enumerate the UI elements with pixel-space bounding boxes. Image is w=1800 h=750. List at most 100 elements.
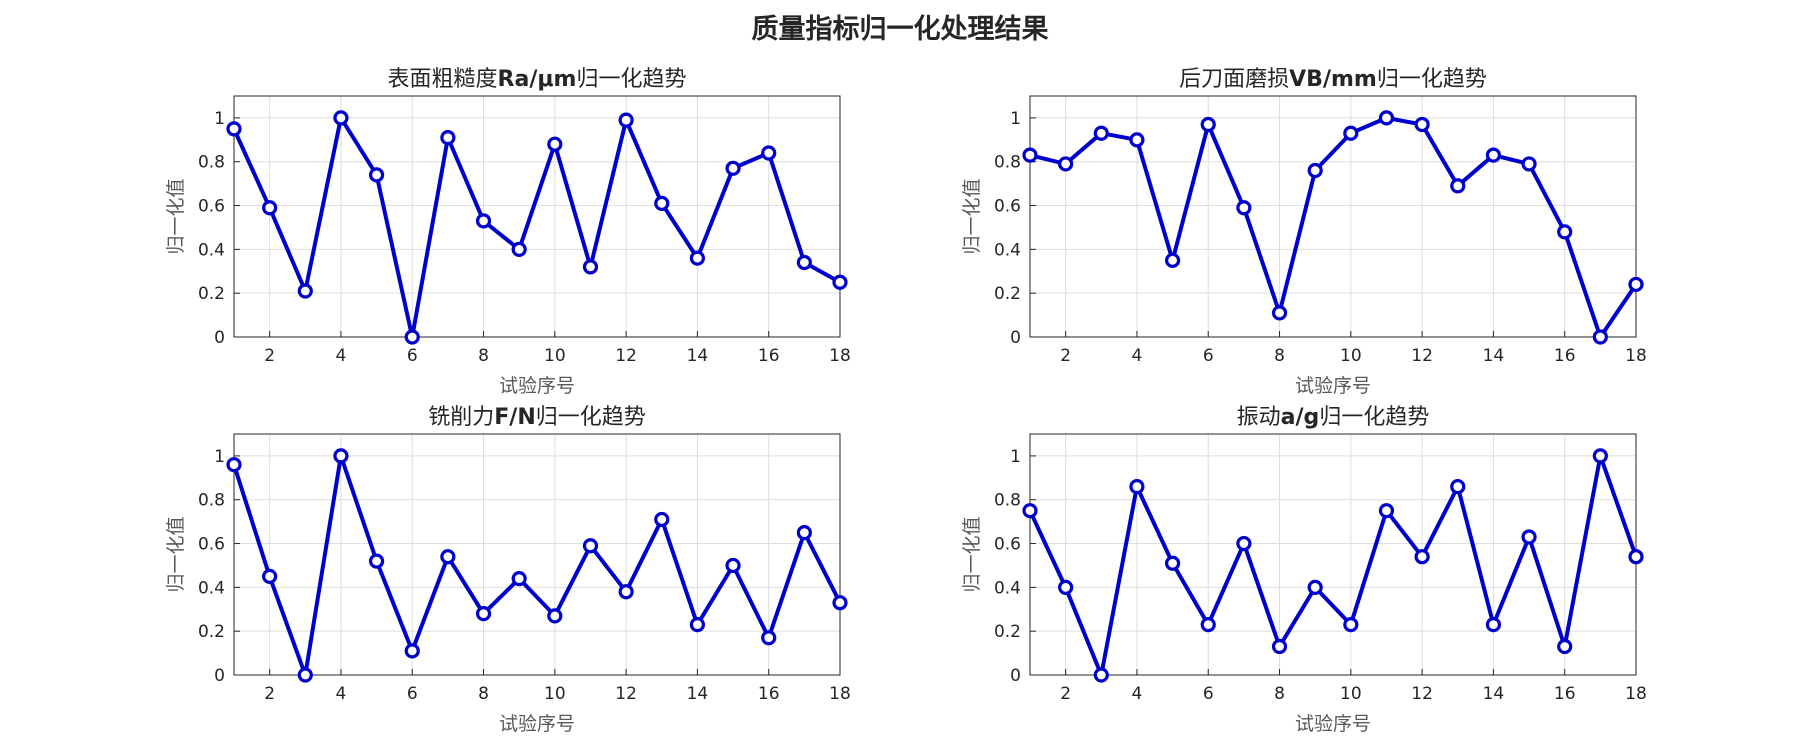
data-point (511, 570, 527, 587)
data-point (1058, 156, 1074, 172)
subplot-grid: 2 4 6 8 10 12 14 16 1800.20.40.60.81试验序号归一化值表面粗糙… (165, 67, 1647, 735)
data-point (1200, 617, 1216, 633)
x-tick-label: 4 (336, 684, 347, 704)
data-point (689, 250, 706, 266)
x-tick-label: 2 (264, 346, 275, 366)
subplot-title-part: a/g (1281, 405, 1320, 430)
data-point (1414, 549, 1430, 565)
x-axis-label: 试验序号 (499, 713, 575, 735)
x-tick-label: 4 (1132, 684, 1143, 704)
x-tick-label: 12 (1411, 346, 1433, 366)
x-tick-label: 18 (1625, 346, 1647, 366)
x-tick-label: 6 (1203, 684, 1214, 704)
x-axis-label: 试验序号 (1295, 713, 1371, 735)
y-tick-label: 0.8 (198, 153, 225, 173)
x-tick-label: 10 (544, 346, 566, 366)
y-tick-label: 1 (214, 447, 225, 467)
y-tick-label: 0.6 (994, 535, 1021, 555)
data-point (226, 457, 242, 473)
axes-box (1029, 433, 1637, 676)
data-point (1485, 617, 1502, 633)
series-line (232, 453, 842, 677)
data-point (1022, 503, 1038, 519)
subplot-title: 铣削力F/N归一化趋势 (428, 405, 646, 430)
subplot-title: 表面粗糙度Ra/μm归一化趋势 (388, 67, 687, 92)
x-tick-label: 10 (1340, 684, 1362, 704)
data-point (1164, 252, 1181, 268)
subplot-title-part: Ra/μm (498, 67, 577, 92)
data-point (1378, 503, 1395, 519)
y-tick-label: 1 (1010, 109, 1021, 129)
x-tick-label: 16 (1554, 684, 1576, 704)
data-point (1271, 305, 1288, 321)
data-point (475, 606, 492, 622)
axes-box (1029, 95, 1637, 338)
data-point (1414, 116, 1430, 133)
data-point (368, 167, 385, 183)
y-tick-label: 0 (1010, 328, 1021, 348)
data-point (226, 121, 242, 137)
x-tick-label: 8 (478, 346, 489, 366)
x-tick-label: 16 (758, 684, 780, 704)
data-point (1236, 200, 1252, 216)
axes-frame (233, 95, 841, 338)
y-tick-label: 1 (214, 109, 225, 129)
subplot-title-part: 表面粗糙度 (388, 67, 498, 92)
subplot-title-part: 归一化趋势 (1319, 405, 1429, 430)
data-point (618, 112, 634, 128)
data-point (796, 524, 812, 541)
x-tick-label: 12 (1411, 684, 1433, 704)
axes-frame (1029, 95, 1637, 338)
data-point (761, 145, 777, 161)
data-point (654, 511, 670, 528)
x-tick-label: 6 (407, 346, 418, 366)
data-point (404, 643, 420, 659)
data-point (262, 200, 278, 216)
series-line (1028, 453, 1638, 677)
y-tick-label: 0 (1010, 666, 1021, 686)
y-axis-label: 归一化值 (961, 516, 983, 592)
subplot-title: 后刀面磨损VB/mm归一化趋势 (1179, 67, 1487, 92)
y-tick-label: 0.8 (994, 153, 1021, 173)
y-tick-label: 0.4 (198, 240, 225, 260)
y-tick-label: 0.2 (198, 622, 225, 642)
y-tick-label: 0.4 (994, 240, 1021, 260)
x-tick-label: 12 (615, 346, 637, 366)
data-point (832, 274, 848, 290)
data-point (511, 241, 527, 257)
data-point (582, 259, 599, 275)
subplot-2: 2 4 6 8 10 12 14 16 18 0 0.2 0.4 0.6 0.8 1 试验序号 归一化值 后刀面磨… (961, 67, 1647, 397)
data-point (1093, 125, 1109, 141)
data-point (333, 448, 349, 464)
x-tick-label: 4 (1132, 346, 1143, 366)
data-point (1307, 162, 1323, 179)
data-point (1093, 667, 1109, 683)
y-tick-label: 0.2 (198, 284, 225, 304)
data-point (689, 617, 706, 633)
x-axis-label: 试验序号 (1295, 375, 1371, 397)
x-tick-label: 14 (1483, 684, 1505, 704)
data-point (582, 538, 599, 554)
data-point (1485, 147, 1502, 163)
x-tick-label: 8 (478, 684, 489, 704)
data-point (1521, 529, 1537, 545)
data-point (262, 568, 278, 585)
x-tick-label: 16 (758, 346, 780, 366)
data-point (1022, 147, 1038, 163)
subplot-1: 2 4 6 8 10 12 14 16 18 0 0.2 0.4 0.6 0.8 1 试验序号 归一化值 表面粗糙… (165, 67, 851, 397)
data-point (1592, 448, 1608, 464)
y-tick-label: 0.2 (994, 284, 1021, 304)
data-point (404, 329, 420, 345)
data-point (1343, 125, 1359, 141)
y-tick-label: 0.6 (994, 197, 1021, 217)
data-point (1592, 329, 1608, 345)
data-point (368, 553, 385, 569)
x-tick-label: 2 (264, 684, 275, 704)
data-point (333, 110, 349, 126)
subplot-title-part: 归一化趋势 (576, 67, 686, 92)
data-point (725, 160, 741, 176)
x-tick-label: 10 (544, 684, 566, 704)
data-point (761, 630, 777, 646)
data-point (1450, 178, 1466, 194)
